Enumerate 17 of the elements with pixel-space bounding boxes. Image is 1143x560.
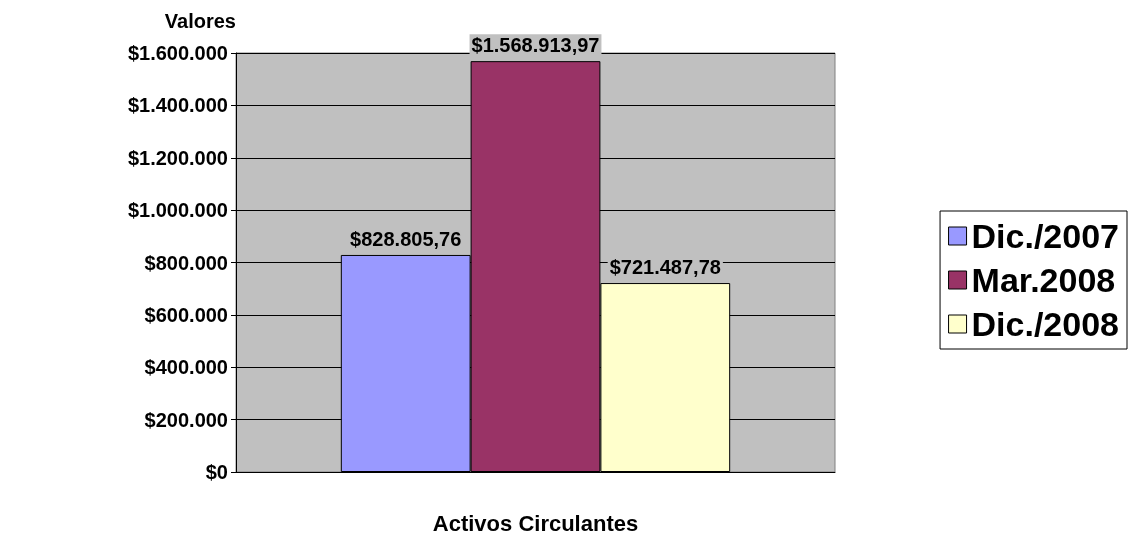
y-tick-label: $800.000 xyxy=(144,251,228,274)
y-tick-label: $200.000 xyxy=(144,408,228,431)
y-tick-label: $400.000 xyxy=(144,356,228,379)
y-tick-label: $1.000.000 xyxy=(127,199,228,222)
y-axis-title: Valores xyxy=(164,10,236,32)
y-tick-label: $1.600.000 xyxy=(127,42,228,64)
y-tick-label: $0 xyxy=(205,461,228,483)
y-tick-label: $1.400.000 xyxy=(127,94,228,117)
legend-label: Dic./2008 xyxy=(971,305,1120,343)
data-label: $828.805,76 xyxy=(350,227,462,250)
legend-label: Mar.2008 xyxy=(971,261,1116,299)
x-tick-label: Activos Circulantes xyxy=(432,510,639,536)
y-tick-label: $1.200.000 xyxy=(127,146,228,169)
data-label: $721.487,78 xyxy=(609,256,721,279)
data-label: $1.568.913,97 xyxy=(471,34,600,57)
y-tick-label: $600.000 xyxy=(144,303,228,326)
legend-label: Dic./2007 xyxy=(971,217,1120,255)
